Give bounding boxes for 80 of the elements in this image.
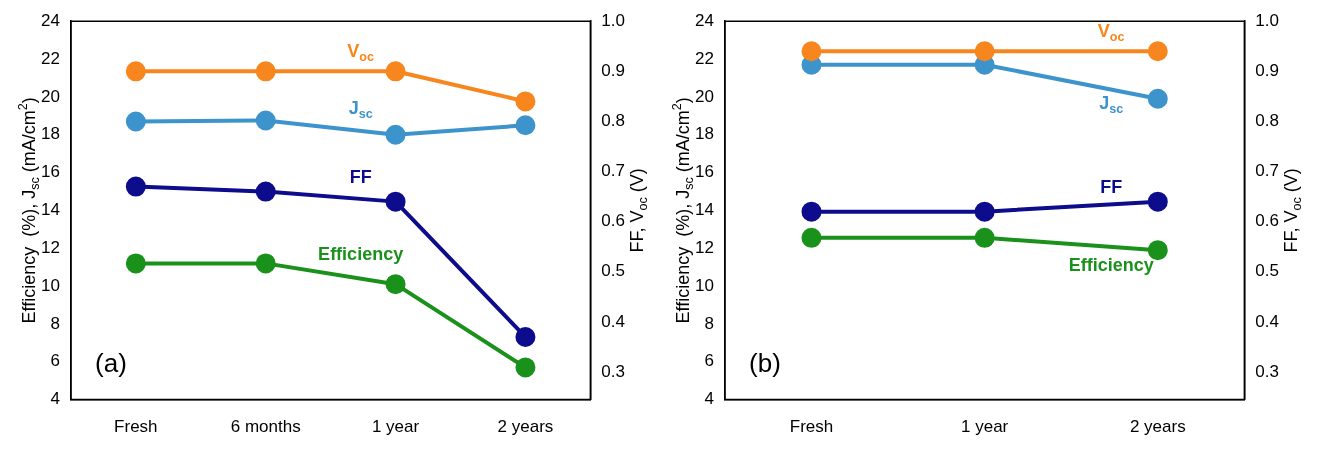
y2-tick-label: 0.8 (1255, 111, 1280, 131)
y-tick-label: 20 (40, 86, 60, 106)
y-tick-label: 22 (40, 48, 60, 68)
point (974, 41, 995, 62)
y-axis-title: Efficiency (%), Jsc (mA/cm2) (670, 97, 696, 324)
y2-tick-label: 1.0 (601, 10, 626, 30)
y2-tick-label: 0.5 (1255, 261, 1280, 281)
point (1147, 41, 1168, 62)
y-tick-label: 20 (694, 86, 714, 106)
y-tick-label: 18 (40, 124, 60, 144)
series-label: FF (349, 166, 372, 187)
y2-tick-label: 0.4 (1255, 311, 1280, 331)
y2-tick-label: 0.6 (601, 211, 626, 231)
y-tick-label: 24 (694, 10, 714, 30)
point (974, 227, 995, 248)
series-label: Efficiency (318, 243, 404, 264)
y-tick-label: 14 (694, 200, 714, 220)
y-tick-label: 6 (50, 351, 60, 371)
point (515, 91, 536, 112)
y-tick-label: 16 (40, 162, 60, 182)
y2-tick-label: 0.5 (601, 261, 626, 281)
x-tick-label: 1 year (371, 417, 420, 437)
point (385, 61, 406, 82)
point (515, 357, 536, 378)
y-tick-label: 12 (40, 237, 60, 257)
x-tick-label: 1 year (961, 417, 1009, 437)
point (125, 111, 146, 132)
y2-tick-label: 0.9 (1255, 61, 1280, 81)
annotation: (b) (749, 347, 781, 378)
y-tick-label: 6 (704, 351, 714, 371)
x-tick-label: 6 months (230, 417, 301, 437)
y2-tick-label: 0.6 (1255, 211, 1280, 231)
point (1147, 88, 1168, 109)
y-tick-label: 10 (40, 275, 60, 295)
y2-tick-label: 1.0 (1255, 10, 1280, 30)
point (974, 201, 995, 222)
y2-axis-title: FF, Voc (V) (626, 168, 650, 253)
point (125, 61, 146, 82)
y2-tick-label: 0.8 (601, 111, 626, 131)
x-tick-label: Fresh (114, 417, 158, 437)
y-tick-label: 8 (50, 313, 60, 333)
y-tick-label: 16 (694, 162, 714, 182)
y2-tick-label: 0.7 (601, 161, 626, 181)
y2-axis-title: FF, Voc (V) (1280, 168, 1304, 253)
x-tick-label: 2 years (1129, 417, 1186, 437)
y2-tick-label: 0.3 (1255, 361, 1280, 381)
series-label: Efficiency (1068, 254, 1154, 275)
point (385, 124, 406, 145)
y2-tick-label: 0.7 (1255, 161, 1280, 181)
point (255, 181, 276, 202)
y-tick-label: 4 (50, 389, 60, 409)
y2-tick-label: 0.3 (601, 361, 626, 381)
point (801, 41, 822, 62)
y-tick-label: 24 (40, 10, 60, 30)
y-tick-label: 12 (694, 237, 714, 257)
y-tick-label: 18 (694, 124, 714, 144)
point (125, 176, 146, 197)
y2-tick-label: 0.9 (601, 61, 626, 81)
series-label: FF (1100, 176, 1123, 197)
y-tick-label: 8 (704, 313, 714, 333)
y-axis-title: Efficiency (%), Jsc (mA/cm2) (16, 97, 42, 324)
x-tick-label: Fresh (789, 417, 834, 437)
point (255, 61, 276, 82)
point (255, 110, 276, 131)
point (515, 326, 536, 347)
annotation: (a) (95, 347, 127, 378)
point (1147, 191, 1168, 212)
x-tick-label: 2 years (497, 417, 554, 437)
point (385, 274, 406, 295)
point (125, 253, 146, 274)
y-tick-label: 10 (694, 275, 714, 295)
y-tick-label: 14 (40, 200, 60, 220)
point (801, 201, 822, 222)
point (255, 253, 276, 274)
point (385, 191, 406, 212)
y-tick-label: 22 (694, 48, 714, 68)
point (515, 115, 536, 136)
y-tick-label: 4 (704, 389, 714, 409)
point (801, 227, 822, 248)
y2-tick-label: 0.4 (601, 311, 626, 331)
